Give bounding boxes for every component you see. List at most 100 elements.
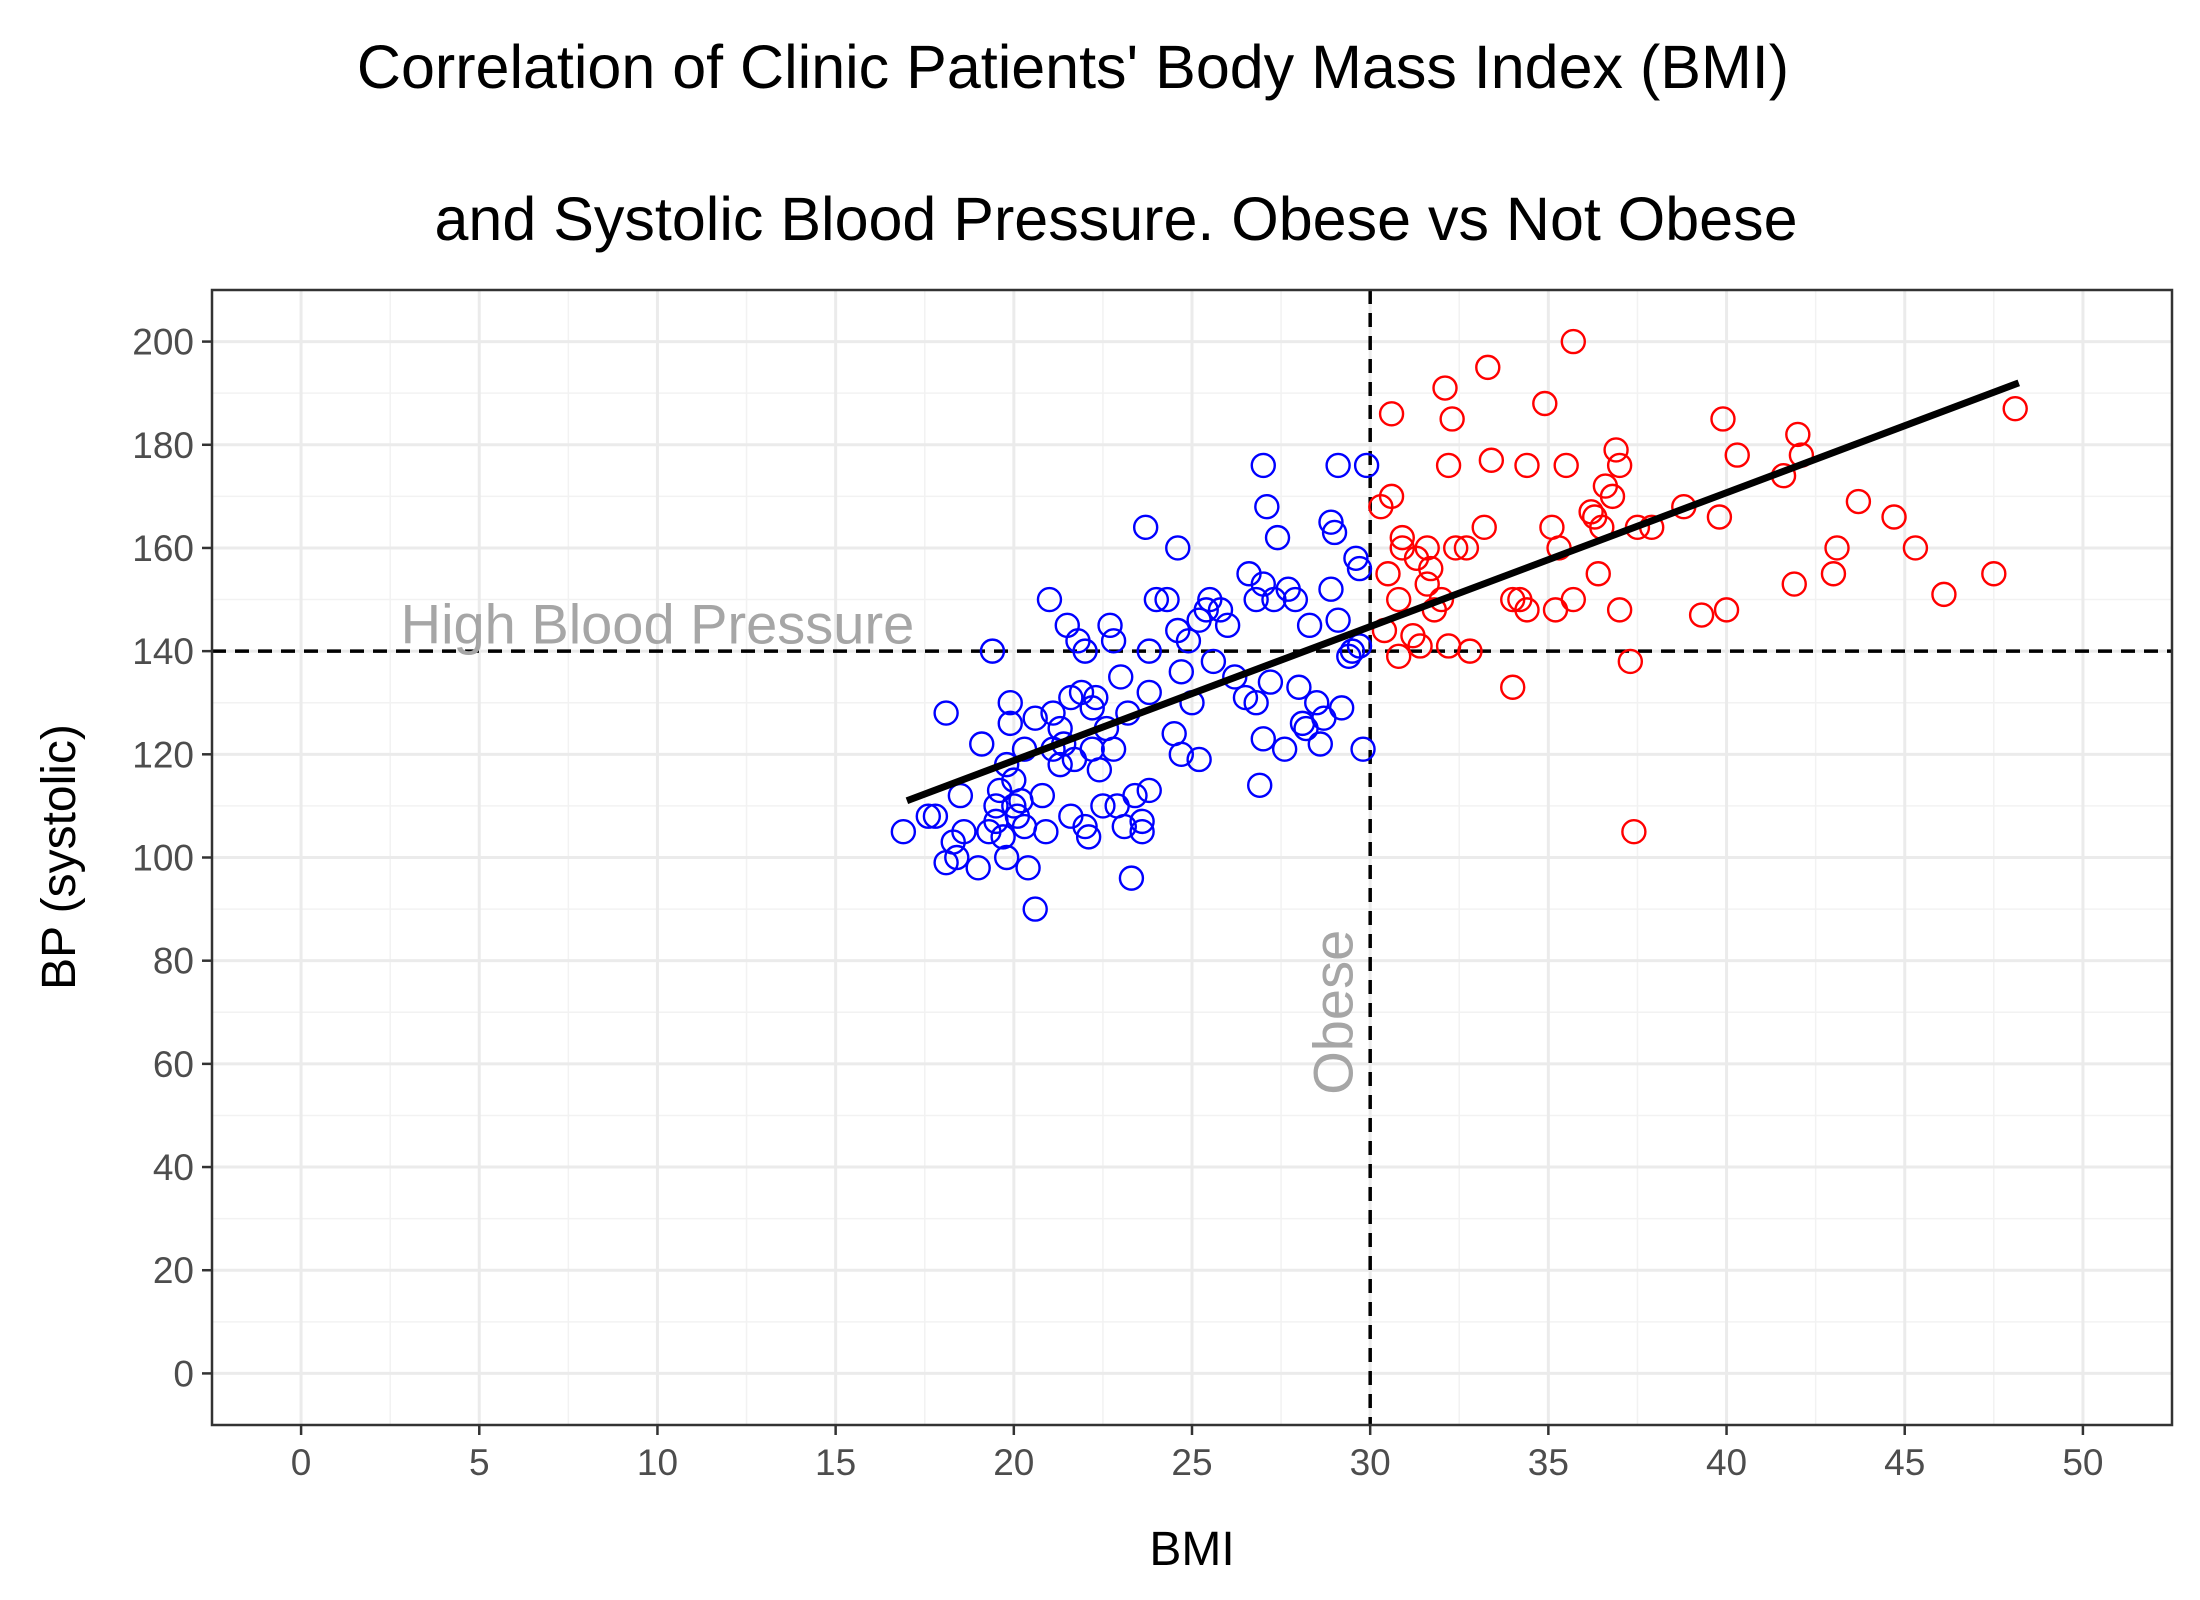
data-point-obese xyxy=(1710,406,1736,432)
data-point-not-obese xyxy=(1111,813,1137,840)
x-tick-label: 25 xyxy=(1171,1442,1212,1483)
data-point-obese xyxy=(1439,406,1465,432)
data-point-not-obese xyxy=(1175,628,1202,654)
data-point-not-obese xyxy=(915,803,941,829)
data-point-obese xyxy=(1785,421,1811,448)
data-point-obese xyxy=(1845,488,1872,515)
data-point-obese xyxy=(1500,586,1526,613)
data-point-not-obese xyxy=(890,819,917,845)
data-point-not-obese xyxy=(997,710,1023,737)
data-point-obese xyxy=(1560,328,1587,355)
data-point-not-obese xyxy=(1264,524,1291,551)
data-point-not-obese xyxy=(1207,597,1234,623)
data-point-not-obese xyxy=(1325,452,1351,479)
y-tick-label: 100 xyxy=(132,838,194,879)
x-tick-label: 50 xyxy=(2062,1442,2103,1483)
data-point-not-obese xyxy=(1318,509,1344,535)
data-point-not-obese xyxy=(1136,777,1162,804)
data-point-obese xyxy=(1881,504,1907,530)
data-points xyxy=(890,328,2028,922)
x-axis: 0 5 10 15 20 25 30 35 40 45 50 xyxy=(291,1425,2103,1483)
data-point-not-obese xyxy=(1257,669,1284,695)
data-point-obese xyxy=(1931,581,1957,608)
data-point-obese xyxy=(1621,819,1647,845)
data-point-not-obese xyxy=(1108,664,1134,690)
data-point-not-obese xyxy=(1254,493,1280,520)
obese-label: Obese xyxy=(1302,930,1365,1095)
data-point-not-obese xyxy=(1154,586,1180,613)
data-point-obese xyxy=(1532,390,1558,417)
data-point-not-obese xyxy=(1343,545,1369,571)
y-tick-label: 60 xyxy=(153,1044,194,1085)
data-point-not-obese xyxy=(1339,638,1366,664)
data-point-not-obese xyxy=(979,638,1006,664)
data-point-not-obese xyxy=(983,793,1009,819)
data-point-not-obese xyxy=(1200,648,1227,675)
data-point-not-obese xyxy=(1271,736,1298,762)
x-tick-label: 20 xyxy=(993,1442,1034,1483)
data-point-not-obese xyxy=(1015,855,1041,881)
data-point-not-obese xyxy=(1325,607,1351,633)
data-point-obese xyxy=(1585,561,1611,587)
data-point-not-obese xyxy=(1129,808,1155,835)
data-point-not-obese xyxy=(1072,638,1098,664)
data-point-not-obese xyxy=(1165,535,1191,561)
data-point-obese xyxy=(1553,452,1579,479)
x-tick-label: 30 xyxy=(1350,1442,1391,1483)
data-point-not-obese xyxy=(1047,751,1073,778)
data-point-not-obese xyxy=(1328,695,1355,721)
data-point-obese xyxy=(1428,586,1455,613)
data-point-not-obese xyxy=(1214,612,1241,639)
data-point-not-obese xyxy=(1143,586,1170,613)
x-tick-label: 5 xyxy=(469,1442,490,1483)
data-point-not-obese xyxy=(1001,793,1027,819)
data-point-not-obese xyxy=(1122,782,1148,809)
data-point-not-obese xyxy=(1132,514,1159,541)
data-point-not-obese xyxy=(1040,700,1066,726)
data-point-not-obese xyxy=(1250,726,1276,752)
data-point-not-obese xyxy=(1136,679,1162,706)
data-point-obese xyxy=(1478,447,1505,473)
data-point-obese xyxy=(1824,535,1850,561)
data-point-not-obese xyxy=(1321,519,1348,546)
data-point-obese xyxy=(1606,597,1633,623)
data-point-obese xyxy=(1378,401,1405,427)
data-point-obese xyxy=(1432,375,1458,401)
chart-title-line1: Correlation of Clinic Patients' Body Mas… xyxy=(357,33,1789,101)
data-point-not-obese xyxy=(951,819,977,845)
y-tick-label: 0 xyxy=(173,1353,194,1394)
data-point-not-obese xyxy=(1250,452,1276,479)
data-point-not-obese xyxy=(1029,782,1056,809)
data-point-obese xyxy=(1514,452,1540,479)
data-point-not-obese xyxy=(1286,674,1312,700)
chart-title-line2: and Systolic Blood Pressure. Obese vs No… xyxy=(435,185,1798,253)
data-point-not-obese xyxy=(1346,555,1373,582)
data-point-obese xyxy=(1389,524,1415,551)
data-point-not-obese xyxy=(1247,772,1273,798)
data-point-not-obese xyxy=(1168,659,1195,685)
y-tick-label: 120 xyxy=(132,734,194,775)
data-point-obese xyxy=(1617,648,1644,675)
data-point-obese xyxy=(1706,504,1733,530)
data-point-obese xyxy=(1453,535,1480,561)
data-point-obese xyxy=(1457,638,1483,664)
data-point-not-obese xyxy=(1022,896,1048,922)
data-point-obese xyxy=(1385,643,1412,669)
data-point-not-obese xyxy=(1079,695,1105,721)
data-point-obese xyxy=(1820,561,1847,587)
x-tick-label: 0 xyxy=(291,1442,312,1483)
trend-line-group xyxy=(905,379,2020,805)
data-point-obese xyxy=(1599,483,1626,510)
data-point-not-obese xyxy=(1282,586,1309,613)
x-tick-label: 15 xyxy=(815,1442,856,1483)
data-point-not-obese xyxy=(1304,690,1330,716)
data-point-not-obese xyxy=(1350,736,1376,762)
data-point-not-obese xyxy=(1086,757,1113,783)
y-tick-label: 40 xyxy=(153,1147,194,1188)
data-point-not-obese xyxy=(965,855,991,881)
data-point-obese xyxy=(1606,452,1633,479)
data-point-not-obese xyxy=(1100,736,1127,762)
data-point-not-obese xyxy=(990,824,1016,850)
y-axis: 0 20 40 60 80 100 120 140 160 180 200 xyxy=(132,322,212,1394)
data-point-obese xyxy=(1375,561,1401,587)
